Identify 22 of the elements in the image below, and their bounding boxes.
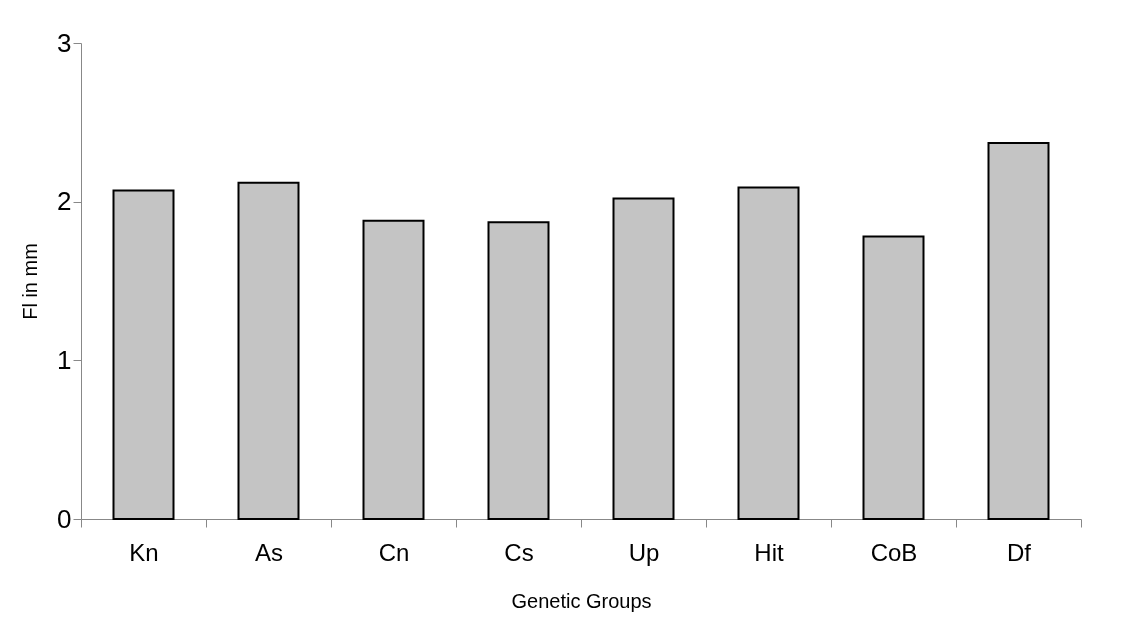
bar (237, 181, 300, 520)
x-axis-title: Genetic Groups (511, 589, 652, 612)
x-tick-label: CoB (870, 538, 918, 566)
y-tick-label: 0 (57, 503, 72, 534)
x-tick-label: Df (1007, 538, 1032, 566)
x-tick-label: Cn (378, 538, 410, 566)
y-tick-label: 1 (57, 344, 72, 375)
bar (612, 197, 675, 520)
y-axis-title: Fl in mm (19, 243, 42, 320)
y-tick-label: 3 (57, 27, 72, 58)
x-tick-label: As (254, 538, 284, 566)
x-tick-label: Hit (754, 538, 784, 566)
x-tick-label: Kn (129, 538, 159, 566)
bar (362, 219, 425, 520)
bar (737, 186, 800, 520)
bar (987, 141, 1050, 520)
x-tick-label: Cs (504, 538, 534, 566)
y-tick-label: 2 (57, 186, 72, 217)
x-tick-label: Up (628, 538, 660, 566)
bar (112, 189, 175, 520)
bar (862, 235, 925, 520)
bar (487, 221, 550, 520)
